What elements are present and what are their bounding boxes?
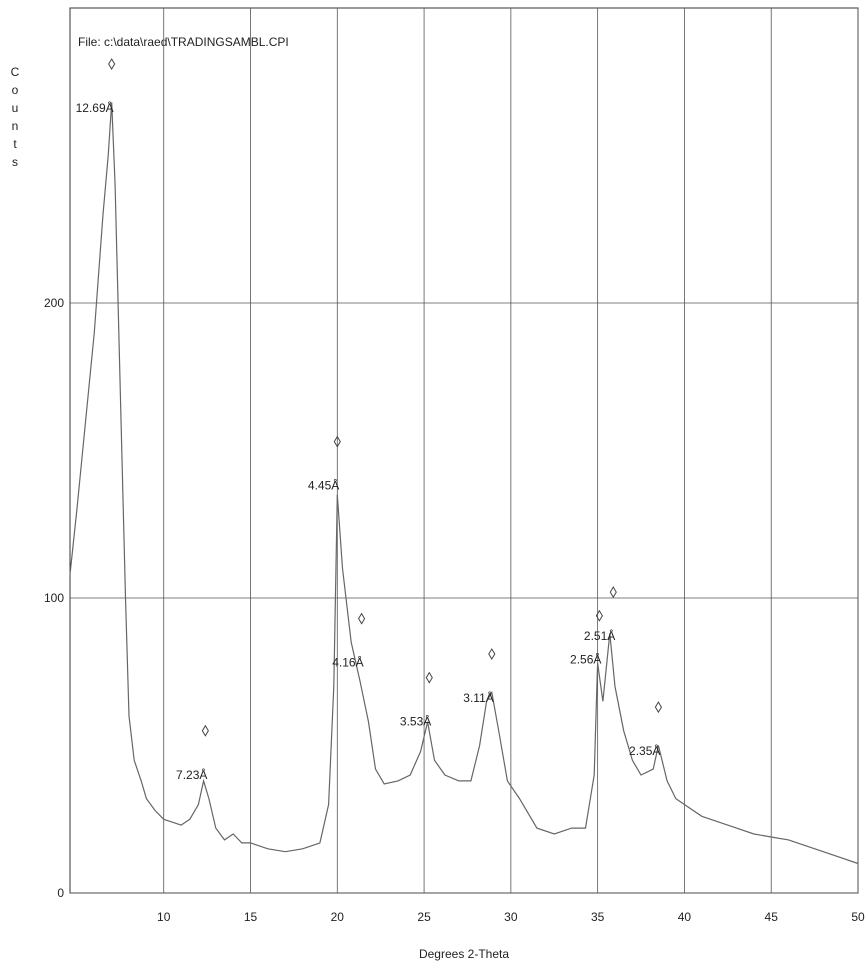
peak-marker	[488, 648, 496, 661]
y-tick-label: 100	[44, 591, 64, 605]
peak-marker	[595, 609, 603, 622]
file-label: File: c:\data\raed\TRADINGSAMBL.CPI	[78, 35, 289, 49]
x-tick-label: 10	[157, 910, 171, 924]
x-tick-label: 15	[244, 910, 258, 924]
x-tick-label: 25	[417, 910, 431, 924]
peak-marker	[108, 58, 116, 71]
peak-marker	[358, 612, 366, 625]
y-tick-label: 200	[44, 296, 64, 310]
peak-label: 2.51Å	[584, 628, 615, 643]
y-axis-label: Counts	[8, 65, 22, 173]
x-axis-label: Degrees 2-Theta	[419, 947, 509, 961]
peak-label: 3.11Å	[463, 690, 493, 705]
peak-marker	[425, 671, 433, 684]
plot-frame	[69, 7, 859, 894]
peak-label: 7.23Å	[176, 767, 207, 782]
peak-marker	[201, 724, 209, 737]
peak-label: 2.35Å	[629, 743, 660, 758]
x-tick-label: 20	[331, 910, 345, 924]
x-tick-label: 40	[678, 910, 692, 924]
peak-label: 12.69Å	[76, 100, 114, 115]
peak-marker	[333, 435, 341, 448]
x-tick-label: 35	[591, 910, 605, 924]
peak-marker	[609, 586, 617, 599]
peak-label: 2.56Å	[570, 652, 601, 667]
peak-marker	[654, 701, 662, 714]
y-tick-label: 0	[57, 886, 64, 900]
x-tick-label: 45	[765, 910, 779, 924]
pattern-line	[69, 102, 859, 865]
peak-label: 4.16Å	[332, 655, 363, 670]
peak-label: 4.45Å	[308, 478, 339, 493]
peak-label: 3.53Å	[400, 714, 431, 729]
x-tick-label: 50	[851, 910, 865, 924]
x-tick-label: 30	[504, 910, 518, 924]
